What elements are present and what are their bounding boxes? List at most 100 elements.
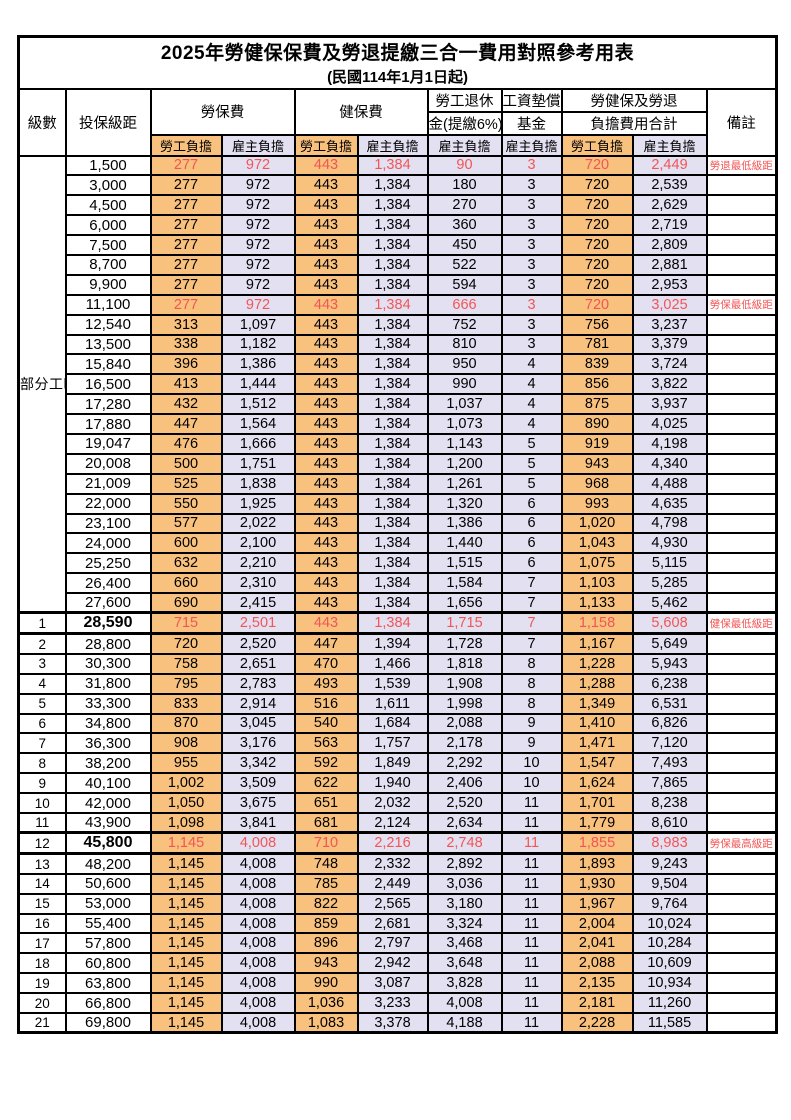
value-cell: 3,509 xyxy=(220,772,296,795)
bracket-cell: 33,300 xyxy=(64,692,152,715)
value-cell: 7,865 xyxy=(631,772,708,795)
value-cell: 2,719 xyxy=(631,214,708,237)
bracket-cell: 69,800 xyxy=(64,1012,152,1034)
value-cell: 972 xyxy=(220,194,296,217)
value-cell: 1,384 xyxy=(356,452,429,475)
value-cell: 1,384 xyxy=(356,532,429,555)
remark-cell: 勞保最高級距 xyxy=(705,831,778,856)
value-cell: 4,008 xyxy=(220,952,296,975)
bracket-cell: 31,800 xyxy=(64,672,152,695)
value-cell: 710 xyxy=(293,831,359,856)
value-cell: 720 xyxy=(560,194,634,217)
bracket-cell: 23,100 xyxy=(64,512,152,535)
value-cell: 4 xyxy=(500,393,563,416)
remark-cell xyxy=(705,413,778,435)
level-cell: 9 xyxy=(17,772,67,795)
remark-cell xyxy=(705,174,778,197)
value-cell: 443 xyxy=(293,234,359,256)
table-row: 4 31,800 795 2,783 493 1,539 1,908 8 1,288 6,238 xyxy=(17,672,778,695)
value-cell: 2,310 xyxy=(220,572,296,595)
value-cell: 3,180 xyxy=(426,892,503,915)
value-cell: 338 xyxy=(149,333,223,356)
remark-cell xyxy=(705,772,778,795)
value-cell: 1,384 xyxy=(356,333,429,356)
level-cell: 6 xyxy=(17,712,67,735)
value-cell: 972 xyxy=(220,154,296,177)
remark-cell xyxy=(705,234,778,256)
value-cell: 7,493 xyxy=(631,752,708,775)
value-cell: 1,512 xyxy=(220,393,296,416)
table-row: 19,047 476 1,666 443 1,384 1,143 5 919 4,198 xyxy=(19,432,778,455)
bracket-cell: 40,100 xyxy=(64,772,152,795)
value-cell: 443 xyxy=(293,611,359,636)
value-cell: 1,384 xyxy=(356,572,429,595)
value-cell: 972 xyxy=(220,214,296,237)
value-cell: 1,228 xyxy=(560,652,634,675)
value-cell: 443 xyxy=(293,393,359,416)
value-cell: 756 xyxy=(560,313,634,336)
bracket-cell: 43,900 xyxy=(64,812,152,834)
table-row: 21,009 525 1,838 443 1,384 1,261 5 968 4,488 xyxy=(19,472,778,495)
level-cell: 8 xyxy=(17,752,67,775)
value-cell: 1,036 xyxy=(293,992,359,1015)
subheader-total-employee: 勞工負擔 xyxy=(560,133,634,157)
value-cell: 972 xyxy=(220,273,296,296)
value-cell: 432 xyxy=(149,393,223,416)
remark-cell xyxy=(705,353,778,376)
value-cell: 1,384 xyxy=(356,174,429,197)
value-cell: 3 xyxy=(500,214,563,237)
bracket-cell: 42,000 xyxy=(64,792,152,814)
value-cell: 3,176 xyxy=(220,732,296,755)
value-cell: 1,158 xyxy=(560,611,634,636)
level-cell: 19 xyxy=(17,972,67,995)
value-cell: 3 xyxy=(500,313,563,336)
value-cell: 443 xyxy=(293,313,359,336)
remark-cell xyxy=(705,632,778,655)
value-cell: 1,624 xyxy=(560,772,634,795)
value-cell: 5,115 xyxy=(631,552,708,575)
value-cell: 270 xyxy=(426,194,503,217)
value-cell: 4,008 xyxy=(220,992,296,1015)
value-cell: 493 xyxy=(293,672,359,695)
col-header-remark: 備註 xyxy=(705,87,778,157)
remark-cell xyxy=(705,313,778,336)
value-cell: 7,120 xyxy=(631,732,708,755)
bracket-cell: 60,800 xyxy=(64,952,152,975)
bracket-cell: 55,400 xyxy=(64,912,152,935)
value-cell: 3,237 xyxy=(631,313,708,336)
value-cell: 972 xyxy=(220,174,296,197)
value-cell: 10 xyxy=(500,752,563,775)
value-cell: 413 xyxy=(149,373,223,396)
value-cell: 1,967 xyxy=(560,892,634,915)
value-cell: 1,611 xyxy=(356,692,429,715)
value-cell: 990 xyxy=(426,373,503,396)
subheader-labor-employer: 雇主負擔 xyxy=(220,133,296,157)
value-cell: 781 xyxy=(560,333,634,356)
value-cell: 2,032 xyxy=(356,792,429,814)
value-cell: 2,124 xyxy=(356,812,429,834)
value-cell: 443 xyxy=(293,373,359,396)
remark-cell xyxy=(705,932,778,955)
value-cell: 943 xyxy=(560,452,634,475)
table-row: 12,540 313 1,097 443 1,384 752 3 756 3,237 xyxy=(19,313,778,336)
value-cell: 3,378 xyxy=(356,1012,429,1034)
value-cell: 2,449 xyxy=(631,154,708,177)
bracket-cell: 63,800 xyxy=(64,972,152,995)
table-row: 12 45,800 1,145 4,008 710 2,216 2,748 11 1,855 8,… xyxy=(17,831,778,856)
remark-cell xyxy=(705,572,778,595)
value-cell: 748 xyxy=(293,852,359,875)
value-cell: 4,340 xyxy=(631,452,708,475)
value-cell: 3 xyxy=(500,194,563,217)
value-cell: 11 xyxy=(500,1012,563,1034)
subheader-wage-fund-employer: 雇主負擔 xyxy=(500,133,563,157)
value-cell: 1,584 xyxy=(426,572,503,595)
value-cell: 11 xyxy=(500,952,563,975)
value-cell: 3 xyxy=(500,154,563,177)
value-cell: 1,893 xyxy=(560,852,634,875)
table-row: 17,280 432 1,512 443 1,384 1,037 4 875 3,937 xyxy=(19,393,778,416)
value-cell: 11 xyxy=(500,852,563,875)
value-cell: 5 xyxy=(500,472,563,495)
value-cell: 4,488 xyxy=(631,472,708,495)
value-cell: 833 xyxy=(149,692,223,715)
level-cell: 16 xyxy=(17,912,67,935)
